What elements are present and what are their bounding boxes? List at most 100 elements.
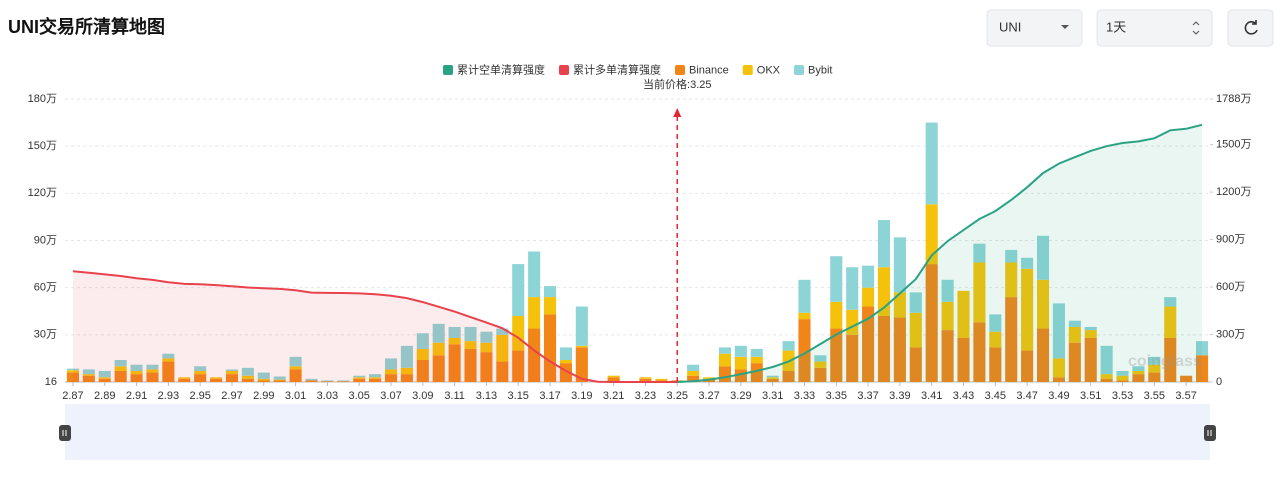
bar-segment	[432, 342, 445, 356]
x-tick-label: 3.09	[412, 390, 433, 402]
y2-tick-label: 1788万	[1216, 93, 1251, 105]
bar-segment	[448, 326, 461, 338]
bar-segment	[305, 380, 318, 382]
refresh-icon	[1244, 20, 1258, 35]
x-tick-label: 3.25	[667, 390, 688, 402]
interval-select[interactable]: 1天	[1096, 9, 1213, 47]
bar-segment	[1100, 345, 1113, 375]
bar-segment	[178, 377, 191, 379]
bar-segment	[1116, 380, 1129, 382]
bar-segment	[1164, 337, 1177, 382]
bar-segment	[353, 377, 366, 379]
x-tick-label: 3.27	[698, 390, 719, 402]
bar-segment	[82, 374, 95, 376]
bar-segment	[273, 376, 286, 380]
bar-segment	[225, 370, 239, 375]
page-title: UNI交易所清算地图	[8, 16, 165, 37]
x-tick-label: 2.97	[221, 390, 242, 402]
bar-segment	[480, 352, 493, 382]
bar-segment	[543, 286, 557, 298]
bar-segment	[257, 372, 270, 379]
x-tick-label: 3.37	[857, 390, 878, 402]
bar-segment	[432, 323, 445, 343]
bar-segment	[639, 378, 652, 382]
x-tick-label: 3.39	[889, 390, 910, 402]
bar-segment	[1100, 378, 1113, 382]
legend-label: Binance	[689, 64, 729, 76]
y-tick-label: 150万	[28, 140, 57, 152]
bar-segment	[66, 368, 79, 371]
bar-segment	[114, 370, 127, 382]
bar-segment	[146, 372, 159, 382]
bar-segment	[114, 359, 127, 367]
slider-handle[interactable]	[59, 425, 71, 441]
bar-segment	[718, 347, 732, 354]
bar-segment	[448, 344, 461, 382]
x-tick-label: 3.57	[1175, 390, 1196, 402]
bar-segment	[496, 361, 509, 382]
bar-segment	[846, 334, 859, 382]
bar-segment	[973, 262, 986, 323]
bar-segment	[941, 330, 954, 382]
bar-segment	[1148, 372, 1161, 382]
x-tick-label: 3.55	[1144, 390, 1165, 402]
bar-segment	[830, 256, 843, 302]
bar-segment	[925, 204, 938, 265]
bar-segment	[194, 370, 207, 375]
x-tick-label: 3.01	[285, 390, 306, 402]
bar-segment	[687, 370, 700, 376]
x-tick-label: 3.35	[826, 390, 847, 402]
bar-segment	[798, 319, 811, 382]
current-price-arrow	[673, 108, 682, 117]
bar-segment	[893, 317, 906, 382]
bar-segment	[575, 347, 588, 382]
legend-label: Bybit	[808, 64, 832, 76]
symbol-select[interactable]: UNI	[986, 9, 1083, 47]
bar-segment	[877, 220, 891, 268]
bar-segment	[1005, 249, 1018, 263]
zoom-slider[interactable]	[59, 404, 1216, 460]
bar-segment	[830, 328, 843, 382]
bar-segment	[766, 377, 779, 379]
bar-segment	[814, 367, 827, 382]
slider-handle[interactable]	[1204, 425, 1216, 441]
button-box[interactable]	[1227, 9, 1274, 47]
select-box[interactable]	[1096, 9, 1213, 47]
bar-segment	[512, 315, 525, 351]
y2-tick-label: 0	[1216, 376, 1222, 388]
bar-segment	[1132, 366, 1145, 371]
bar-segment	[225, 369, 239, 371]
bar-segment	[909, 312, 922, 348]
legend-swatch	[675, 65, 685, 75]
slider-track[interactable]	[65, 404, 1210, 460]
chart: 16 30万 60万 90万 120万 150万 180万 0 300万 600万 900万 1200…	[28, 62, 1252, 402]
bar-segment	[480, 342, 493, 353]
bar-segment	[337, 380, 350, 382]
bar-segment	[877, 315, 891, 382]
legend-swatch	[559, 65, 569, 75]
bar-segment	[114, 366, 127, 371]
x-tick-label: 3.11	[444, 390, 465, 402]
select-box[interactable]	[986, 9, 1083, 47]
select-value[interactable]: UNI	[999, 19, 1021, 34]
x-tick-label: 3.51	[1080, 390, 1101, 402]
bar-segment	[178, 378, 191, 382]
bar-segment	[321, 380, 334, 382]
bar-segment	[194, 366, 207, 371]
bar-segment	[1036, 279, 1050, 329]
select-caret	[1192, 21, 1200, 35]
bar-segment	[750, 363, 763, 382]
bar-segment	[210, 377, 223, 379]
bar-segment	[416, 333, 429, 349]
bar-segment	[1052, 377, 1065, 382]
bar-segment	[353, 378, 366, 382]
bar-segment	[798, 279, 811, 313]
bar-segment	[257, 378, 270, 381]
select-value[interactable]: 1天	[1106, 19, 1126, 34]
bar-segment	[369, 374, 382, 378]
bar-segment	[957, 290, 970, 338]
x-tick-label: 2.93	[158, 390, 179, 402]
x-tick-label: 3.17	[539, 390, 560, 402]
bar-segment	[480, 331, 493, 343]
refresh-button[interactable]	[1227, 9, 1274, 47]
